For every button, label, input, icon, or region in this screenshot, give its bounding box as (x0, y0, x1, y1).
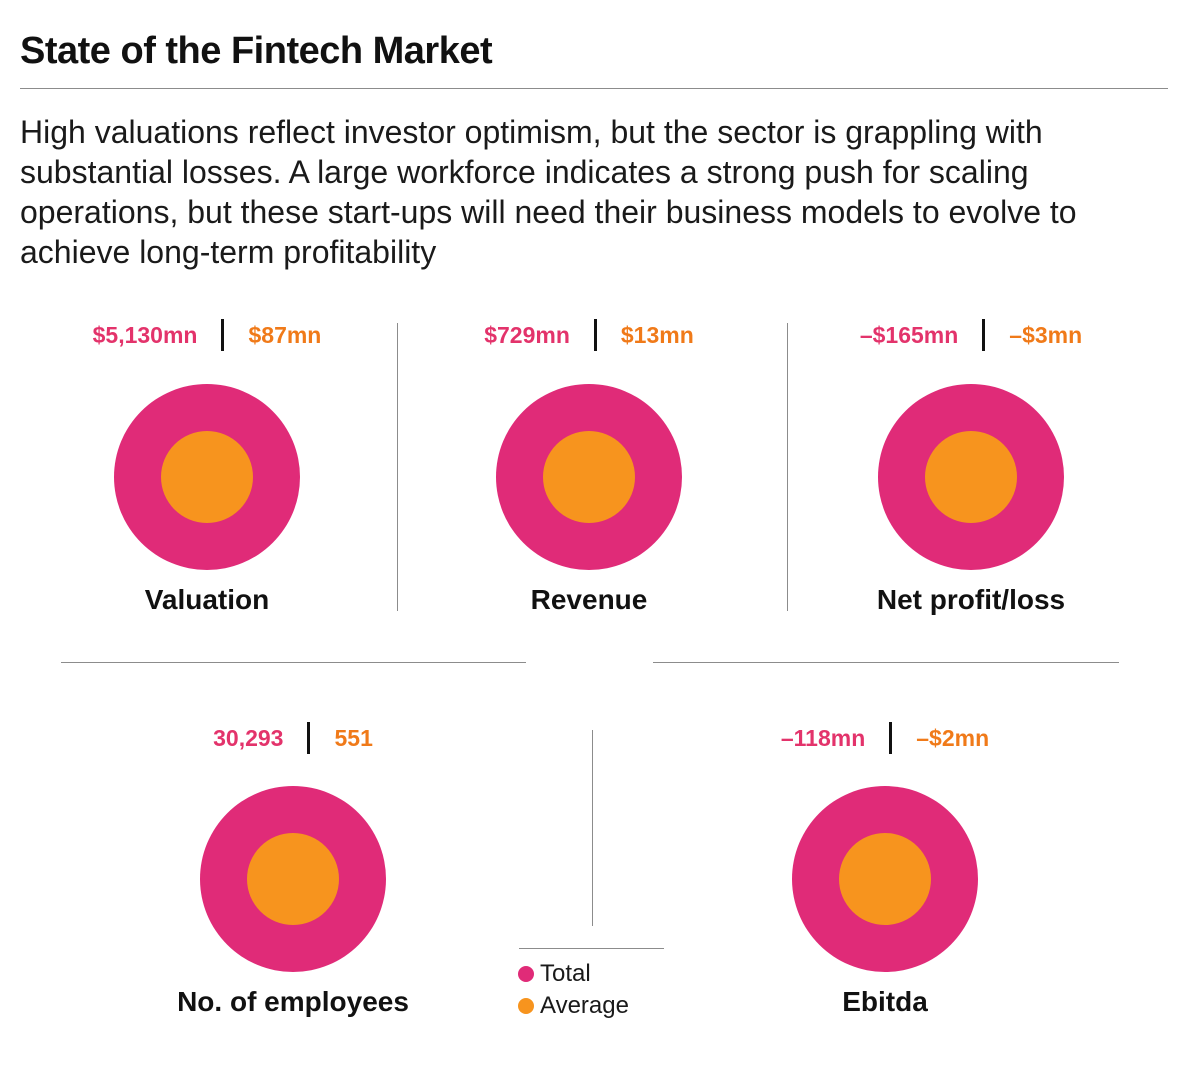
employees-label: No. of employees (177, 986, 409, 1017)
valuation-average-circle (161, 431, 253, 523)
net-profit-label: Net profit/loss (876, 584, 1066, 615)
ebitda-values: –118mn –$2mn (735, 718, 1035, 758)
legend: Total Average (518, 958, 629, 1022)
net-profit-total-value: –$165mn (859, 321, 959, 348)
value-separator (593, 319, 597, 351)
ebitda-average-circle (839, 833, 931, 925)
legend-item-average: Average (518, 990, 629, 1022)
legend-total-dot (518, 966, 534, 982)
value-separator (221, 319, 225, 351)
revenue-label: Revenue (530, 584, 648, 615)
legend-item-total: Total (518, 958, 629, 990)
employees-values: 30,293 551 (143, 718, 443, 758)
revenue-total-value: $729mn (484, 321, 570, 348)
ebitda-average-value: –$2mn (916, 724, 990, 751)
column-divider (397, 323, 398, 611)
ebitda-label: Ebitda (842, 986, 928, 1017)
legend-average-dot (518, 998, 534, 1014)
valuation-total-value: $5,130mn (92, 321, 198, 348)
revenue-average-value: $13mn (620, 321, 694, 348)
column-divider (592, 730, 593, 926)
title-divider (20, 88, 1168, 89)
subtitle: High valuations reflect investor optimis… (20, 114, 1077, 270)
revenue-values: $729mn $13mn (439, 315, 739, 355)
value-separator (307, 722, 311, 754)
valuation-values: $5,130mn $87mn (57, 315, 357, 355)
employees-total-value: 30,293 (213, 724, 284, 751)
valuation-label: Valuation (144, 584, 270, 615)
ebitda-total-value: –118mn (780, 724, 866, 751)
net-profit-average-value: –$3mn (1009, 321, 1083, 348)
value-separator (889, 722, 893, 754)
row-divider (61, 662, 526, 663)
legend-average-label: Average (540, 992, 629, 1019)
net-profit-values: –$165mn –$3mn (821, 315, 1121, 355)
valuation-average-value: $87mn (248, 321, 322, 348)
column-divider (787, 323, 788, 611)
employees-average-value: 551 (334, 724, 373, 751)
net-profit-average-circle (925, 431, 1017, 523)
value-separator (982, 319, 986, 351)
page-title: State of the Fintech Market (20, 30, 493, 72)
employees-average-circle (247, 833, 339, 925)
legend-divider (519, 948, 664, 949)
row-divider (653, 662, 1119, 663)
revenue-average-circle (543, 431, 635, 523)
legend-total-label: Total (540, 960, 591, 987)
